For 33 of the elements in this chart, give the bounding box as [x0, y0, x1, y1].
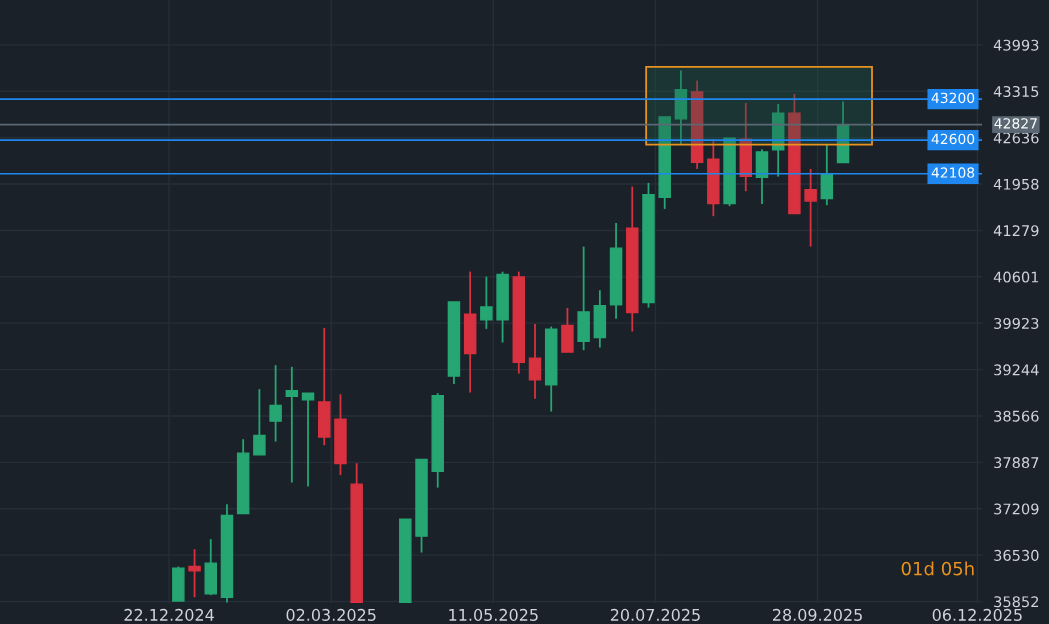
candlestick — [480, 275, 493, 330]
x-tick-label: 02.03.2025 — [286, 608, 376, 621]
candlestick — [820, 143, 834, 207]
candlestick — [301, 392, 315, 488]
x-tick-label: 20.07.2025 — [610, 608, 700, 621]
y-tick-label: 35852 — [994, 596, 1039, 608]
y-tick-label: 40601 — [993, 271, 1039, 283]
y-tick-label: 39923 — [994, 317, 1039, 329]
y-tick-label: 37209 — [994, 503, 1039, 515]
candlestick — [285, 365, 299, 484]
y-tick-label: 42636 — [993, 132, 1039, 144]
x-tick-label: 28.09.2025 — [773, 608, 862, 621]
y-tick-label: 43315 — [993, 85, 1039, 98]
y-tick-label: 36530 — [994, 549, 1039, 561]
ref-line-label: 43200 — [931, 92, 975, 104]
y-tick-label: 41279 — [993, 225, 1039, 237]
x-tick-label: 06.12.2025 — [932, 608, 1022, 621]
y-tick-label: 37887 — [994, 457, 1039, 469]
candlestick — [528, 323, 542, 400]
candlestick — [253, 388, 266, 456]
x-tick-label: 22.12.2024 — [124, 608, 214, 621]
ref-line-label: 42108 — [931, 167, 975, 178]
candlestick — [269, 364, 282, 443]
x-tick-label: 11.05.2025 — [449, 608, 538, 621]
y-tick-label: 41958 — [993, 178, 1039, 190]
annotation: 01d 05h — [901, 561, 974, 576]
ref-line-label: 42600 — [931, 133, 975, 145]
ref-line-label: 42827 — [994, 118, 1037, 129]
y-tick-label: 43993 — [993, 39, 1039, 51]
candlestick — [188, 548, 201, 599]
y-tick-label: 39244 — [994, 364, 1039, 376]
y-tick-label: 38566 — [994, 410, 1039, 422]
candlestick — [804, 168, 817, 248]
